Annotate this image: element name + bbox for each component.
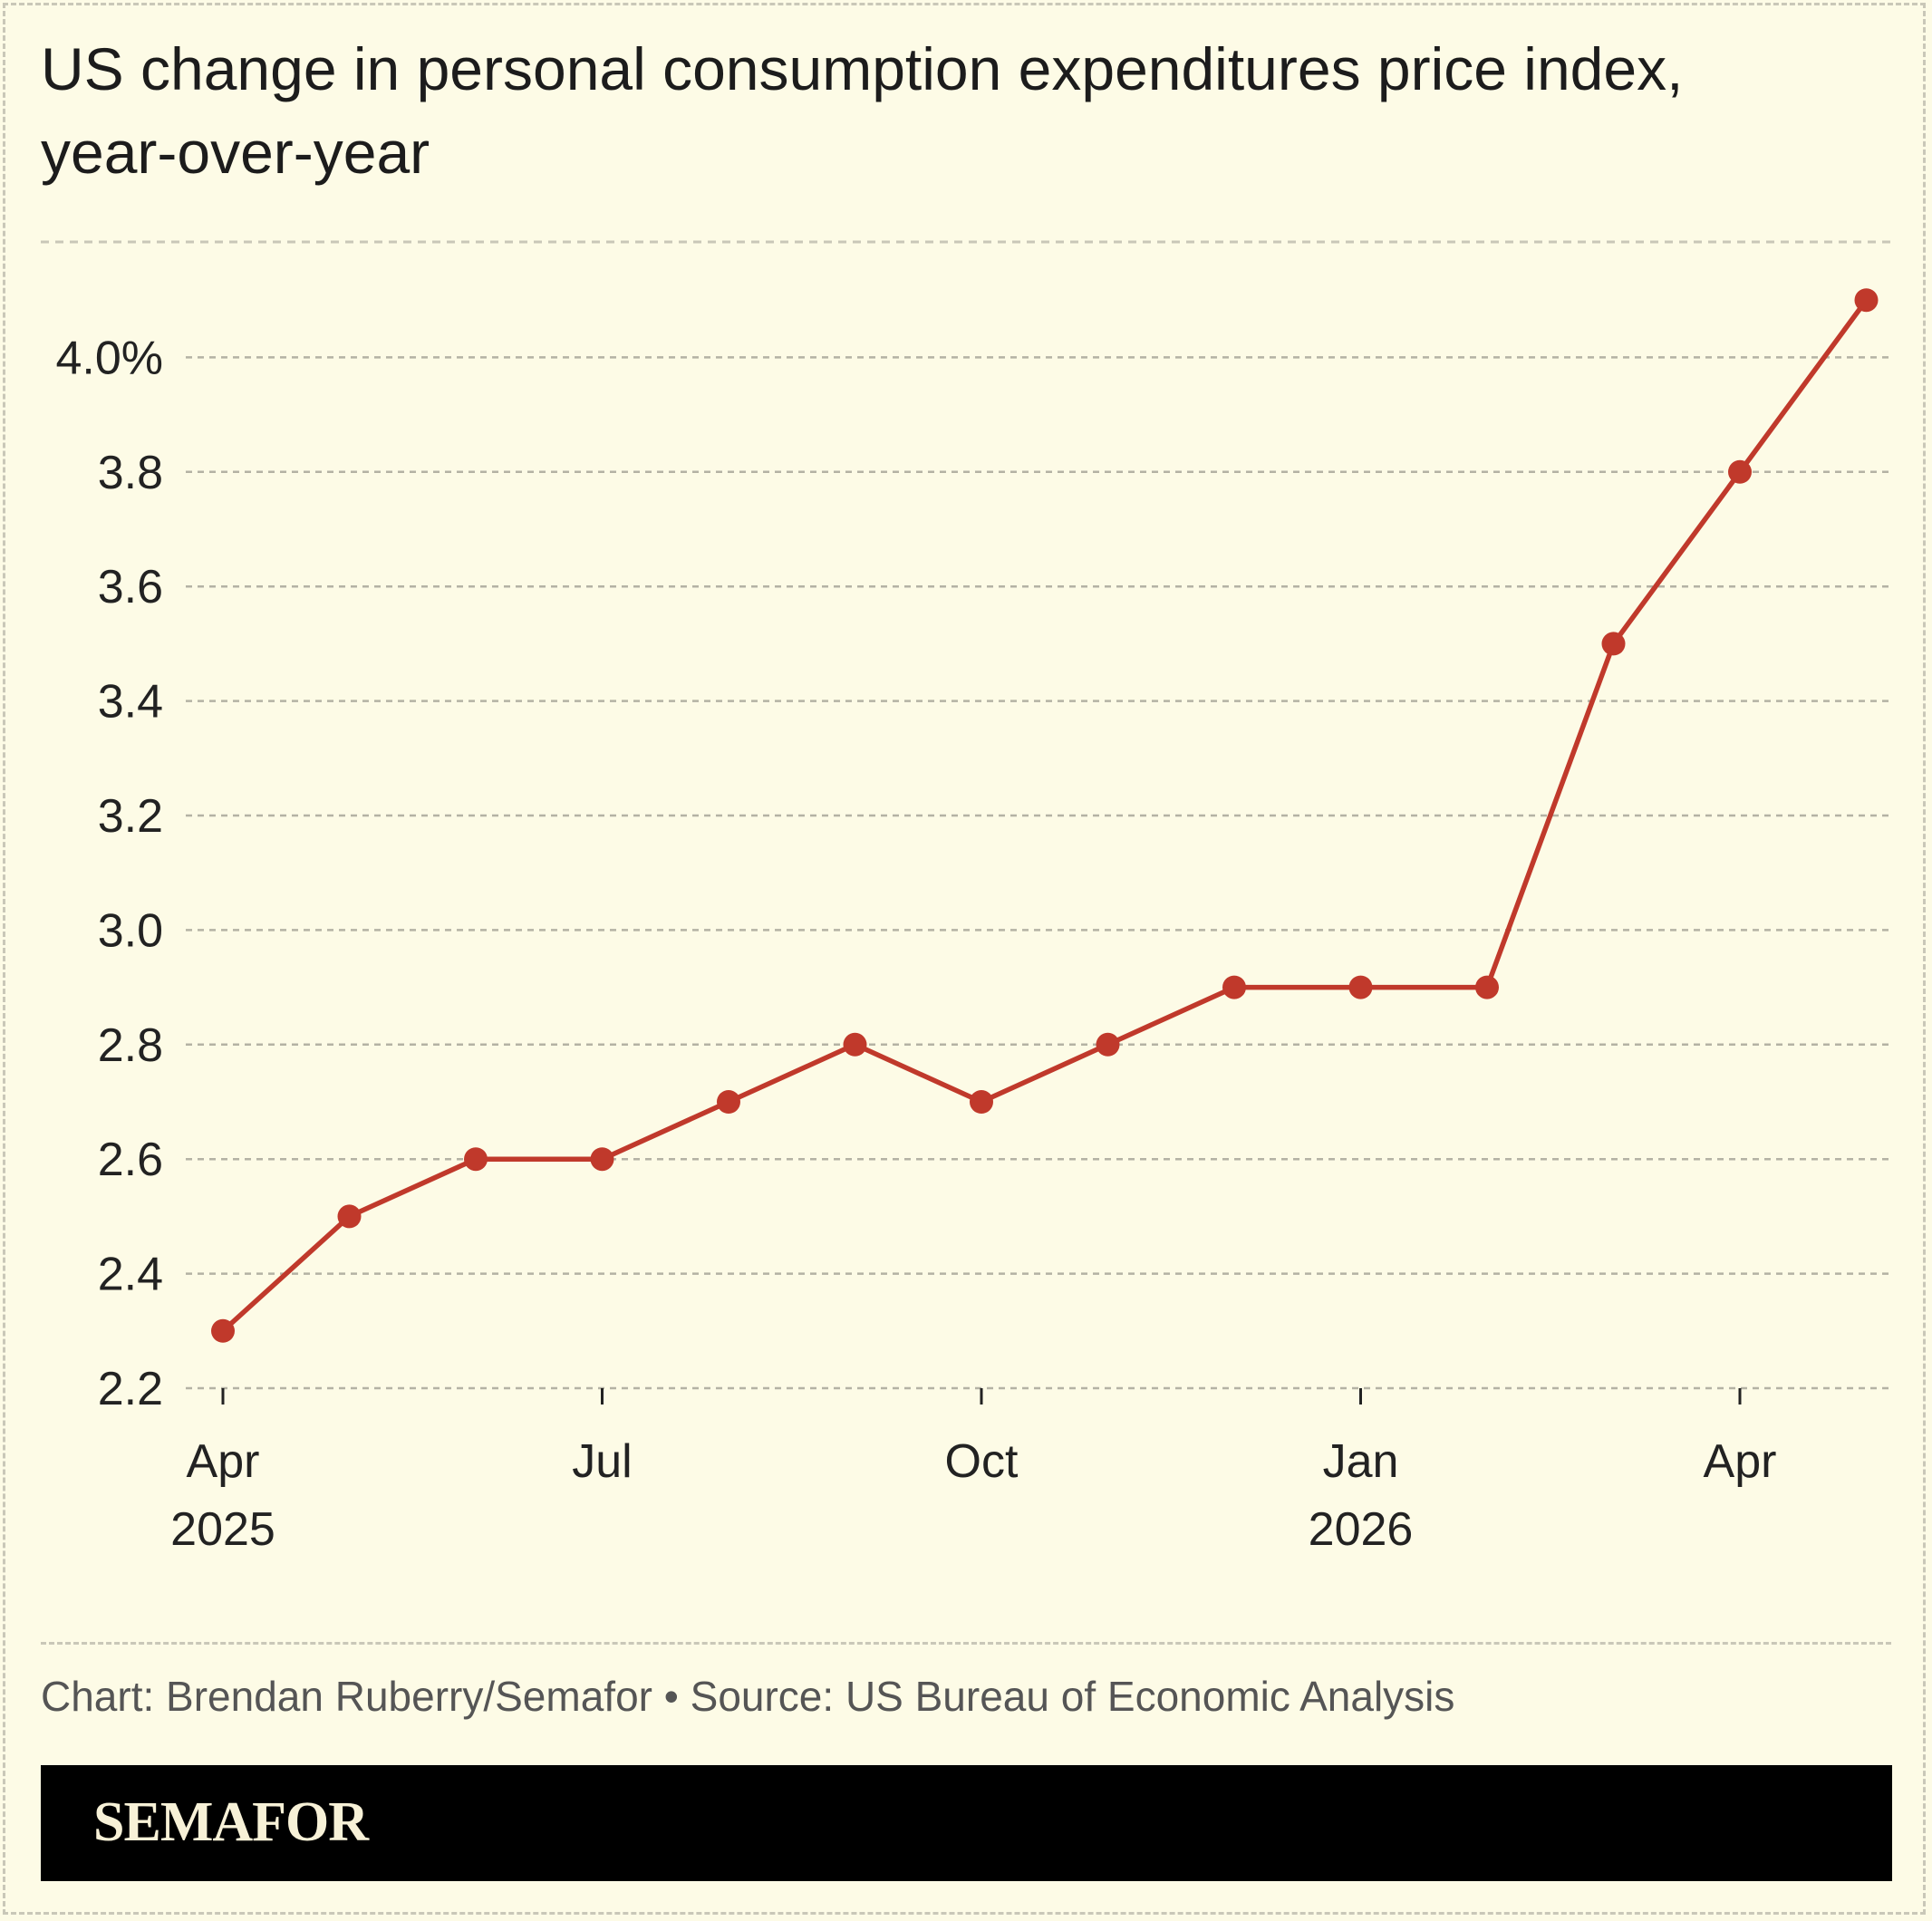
data-point (1601, 632, 1626, 656)
y-tick-label: 2.2 (98, 1363, 163, 1415)
y-tick-label: 3.6 (98, 561, 163, 613)
data-point (1222, 975, 1246, 999)
y-tick-label: 2.4 (98, 1249, 163, 1301)
data-point (717, 1090, 740, 1114)
line-chart: 2.2 2.4 2.6 2.8 3.0 3.2 3.4 3.6 3.8 4.0% Apr 2025 Ju… (41, 240, 1892, 1556)
data-point (1096, 1032, 1120, 1057)
data-point (1728, 459, 1752, 484)
y-tick-label: 3.0 (98, 904, 163, 957)
data-point (211, 1318, 235, 1343)
data-point (337, 1204, 362, 1229)
chart-title: US change in personal consumption expend… (41, 35, 1684, 186)
y-tick-label: 3.8 (98, 447, 163, 499)
data-point (464, 1147, 488, 1172)
data-point (1854, 288, 1879, 313)
x-tick-sublabel: 2025 (170, 1503, 275, 1556)
x-tick-label: Jul (572, 1435, 632, 1488)
data-point (1348, 975, 1373, 999)
data-point (843, 1032, 867, 1057)
y-tick-label: 3.4 (98, 676, 163, 729)
y-tick-label: 2.8 (98, 1019, 163, 1072)
y-tick-label: 3.2 (98, 790, 163, 843)
brand-bar: SEMAFOR (41, 1765, 1892, 1881)
series-line (221, 298, 1869, 1333)
chart-credit: Chart: Brendan Ruberry/Semafor • Source:… (41, 1673, 1455, 1720)
x-tick-label: Oct (945, 1435, 1019, 1488)
footer-divider (41, 1642, 1891, 1645)
data-point (590, 1147, 614, 1172)
y-tick-label: 2.6 (98, 1134, 163, 1186)
x-tick-sublabel: 2026 (1309, 1503, 1414, 1556)
x-tick-label: Apr (1704, 1435, 1777, 1488)
data-point (970, 1090, 993, 1114)
data-point (1475, 975, 1499, 999)
x-tick-label: Apr (187, 1435, 260, 1488)
x-tick-label: Jan (1323, 1435, 1399, 1488)
chart-frame (3, 3, 1926, 1915)
y-tick-label: 4.0% (55, 332, 163, 384)
semafor-logo: SEMAFOR (93, 1791, 369, 1853)
